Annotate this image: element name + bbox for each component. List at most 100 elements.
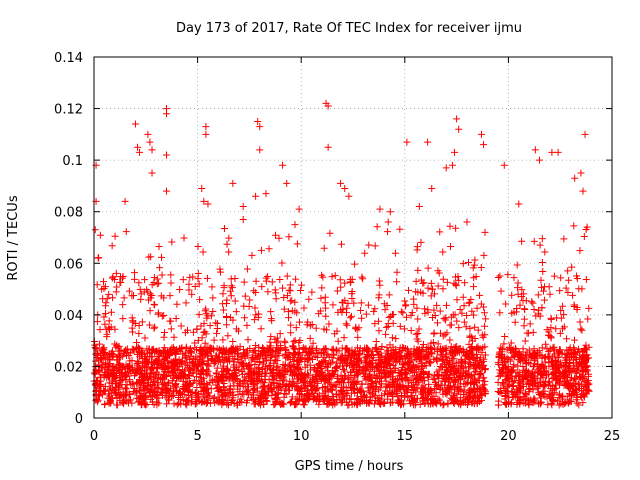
data-point (471, 256, 479, 264)
data-point (417, 276, 425, 284)
data-point (301, 396, 309, 404)
data-point (412, 330, 420, 338)
data-point (556, 381, 564, 389)
data-point (237, 358, 245, 366)
data-point (161, 328, 169, 336)
data-point (232, 308, 240, 316)
data-point (576, 384, 584, 392)
data-point (105, 326, 113, 334)
data-point (462, 323, 470, 331)
data-point (271, 286, 279, 294)
data-point (245, 302, 253, 310)
data-point (118, 399, 126, 407)
data-point (94, 384, 102, 392)
data-point (578, 326, 586, 334)
data-point (333, 363, 341, 371)
data-point (191, 344, 199, 352)
data-point (326, 229, 334, 237)
data-point (280, 389, 288, 397)
data-point (414, 315, 422, 323)
data-point (160, 311, 168, 319)
data-point (300, 373, 308, 381)
data-point (199, 248, 207, 256)
data-point (219, 392, 227, 400)
data-point (376, 205, 384, 213)
data-point (446, 321, 454, 329)
data-point (220, 306, 228, 314)
data-point (537, 369, 545, 377)
data-point (295, 397, 303, 405)
data-point (358, 273, 366, 281)
data-point (156, 352, 164, 360)
data-point (200, 197, 208, 205)
data-point (433, 301, 441, 309)
data-point (150, 300, 158, 308)
y-tick-label: 0.02 (54, 360, 83, 375)
data-point (155, 242, 163, 250)
data-point (213, 325, 221, 333)
data-point (207, 356, 215, 364)
data-point (271, 335, 279, 343)
data-point (167, 372, 175, 380)
data-point (456, 306, 464, 314)
data-point (183, 385, 191, 393)
data-point (544, 382, 552, 390)
data-point (481, 366, 489, 374)
data-point (353, 356, 361, 364)
data-point (530, 362, 538, 370)
data-point (303, 391, 311, 399)
data-point (385, 313, 393, 321)
data-point (410, 401, 418, 409)
data-point (366, 396, 374, 404)
data-point (428, 350, 436, 358)
data-point (280, 293, 288, 301)
data-point (325, 353, 333, 361)
data-point (556, 329, 564, 337)
data-point (149, 364, 157, 372)
data-point (125, 352, 133, 360)
data-point (334, 373, 342, 381)
data-point (136, 148, 144, 156)
data-point (351, 350, 359, 358)
data-point (515, 348, 523, 356)
data-point (295, 357, 303, 365)
data-point (470, 386, 478, 394)
data-point (424, 389, 432, 397)
data-point (518, 237, 526, 245)
data-point (341, 367, 349, 375)
data-point (468, 343, 476, 351)
data-point (571, 386, 579, 394)
tick-marks: 0 0.02 0.04 0.06 0.08 0.1 0.12 0.14 0 5 10 15 20 25 (54, 51, 620, 444)
data-point (525, 329, 533, 337)
data-point (194, 243, 202, 251)
data-point (278, 259, 286, 267)
data-point (257, 325, 265, 333)
data-point (390, 378, 398, 386)
data-point (395, 398, 403, 406)
data-point (158, 312, 166, 320)
data-point (100, 344, 108, 352)
data-point (143, 384, 151, 392)
data-point (253, 384, 261, 392)
data-point (540, 287, 548, 295)
data-point (520, 305, 528, 313)
data-point (324, 384, 332, 392)
data-point (415, 366, 423, 374)
data-point (430, 392, 438, 400)
data-point (163, 110, 171, 118)
data-point (531, 357, 539, 365)
data-point (287, 321, 295, 329)
data-point (496, 369, 504, 377)
data-point (119, 364, 127, 372)
data-point (440, 315, 448, 323)
data-point (289, 342, 297, 350)
data-point (147, 294, 155, 302)
data-point (414, 329, 422, 337)
data-point (418, 384, 426, 392)
data-point (460, 318, 468, 326)
data-point (287, 329, 295, 337)
data-point (451, 377, 459, 385)
data-point (223, 314, 231, 322)
data-point (229, 179, 237, 187)
data-point (102, 302, 110, 310)
